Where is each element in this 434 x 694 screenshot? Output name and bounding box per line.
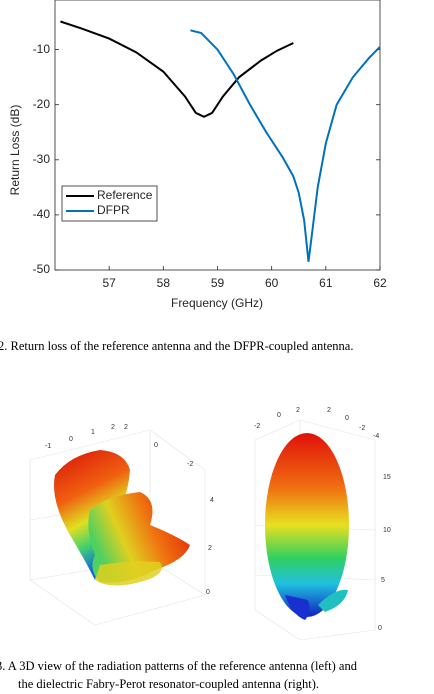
tick-label: 0 bbox=[277, 412, 281, 419]
x-axis-label: Frequency (GHz) bbox=[171, 296, 263, 310]
x-tick-label: 58 bbox=[157, 276, 171, 290]
right-radiation-pattern bbox=[265, 433, 349, 620]
x-tick-label: 57 bbox=[102, 276, 116, 290]
right-pattern-ticks: -2 0 2 2 0 -2 -4 15 10 5 0 bbox=[254, 407, 391, 632]
y-tick-label: -30 bbox=[33, 152, 51, 166]
tick-label: 0 bbox=[345, 415, 349, 422]
caption-line: the dielectric Fabry-Perot resonator-cou… bbox=[18, 677, 319, 691]
x-tick-label: 62 bbox=[373, 276, 387, 290]
legend-label: Reference bbox=[97, 188, 153, 202]
tick-label: 5 bbox=[381, 577, 385, 584]
tick-label: 0 bbox=[69, 436, 73, 443]
caption: 2. Return loss of the reference antenna … bbox=[0, 339, 353, 353]
tick-label: 0 bbox=[206, 589, 210, 596]
y-tick-label: -10 bbox=[33, 42, 51, 56]
tick-label: -2 bbox=[359, 425, 365, 432]
tick-label: 0 bbox=[378, 625, 382, 632]
tick-label: 2 bbox=[296, 407, 300, 414]
left-radiation-pattern bbox=[54, 450, 190, 586]
tick-label: -1 bbox=[45, 443, 51, 450]
tick-label: -2 bbox=[187, 461, 193, 468]
x-tick-label: 61 bbox=[319, 276, 333, 290]
tick-label: 2 bbox=[208, 545, 212, 552]
tick-label: 4 bbox=[210, 497, 214, 504]
x-tick-label: 60 bbox=[265, 276, 279, 290]
left-pattern-ticks: -1 0 1 2 2 0 -2 4 2 0 bbox=[45, 424, 214, 596]
legend-label: DFPR bbox=[97, 203, 130, 217]
line-series bbox=[60, 20, 294, 118]
tick-label: 10 bbox=[383, 527, 391, 534]
y-axis-label: Return Loss (dB) bbox=[8, 105, 22, 196]
tick-label: -2 bbox=[254, 423, 260, 430]
y-tick-label: -20 bbox=[33, 97, 51, 111]
tick-label: 0 bbox=[154, 442, 158, 449]
line-series bbox=[190, 29, 381, 262]
x-tick-label: 59 bbox=[211, 276, 225, 290]
tick-label: 2 bbox=[124, 424, 128, 431]
tick-label: 2 bbox=[327, 407, 331, 414]
return-loss-chart: Frequency (GHz) Return Loss (dB) -10 -20 -… bbox=[8, 0, 387, 310]
caption-line: 3. A 3D view of the radiation patterns o… bbox=[0, 659, 358, 673]
legend-box bbox=[61, 185, 158, 222]
tick-label: 1 bbox=[91, 429, 95, 436]
y-tick-label: -50 bbox=[33, 262, 51, 276]
tick-label: 15 bbox=[383, 474, 391, 481]
y-tick-label: -40 bbox=[33, 207, 51, 221]
axes-box bbox=[54, 0, 381, 271]
tick-label: 2 bbox=[111, 424, 115, 431]
tick-label: -4 bbox=[373, 433, 379, 440]
